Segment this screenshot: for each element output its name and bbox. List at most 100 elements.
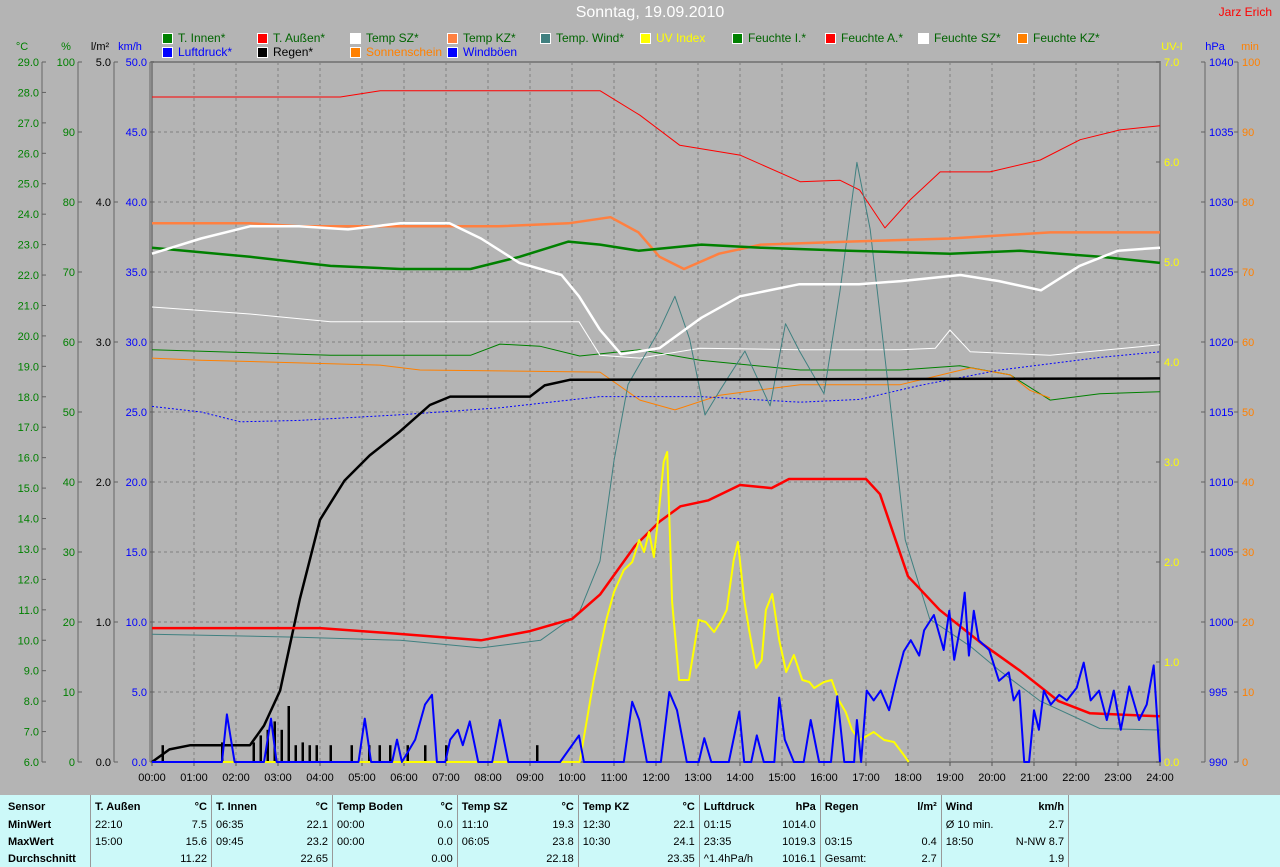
axis-tick-label: 9.0 [24, 666, 39, 678]
legend-swatch [1017, 32, 1028, 44]
legend-swatch [918, 32, 929, 44]
stats-cell: 06:05 [461, 835, 490, 848]
axis-tick-label: 6.0 [24, 757, 39, 769]
stats-cell: 18:50 [945, 835, 974, 848]
series-feuchte-a [152, 90, 1161, 229]
legend-item: Feuchte KZ* [1017, 31, 1100, 45]
axis-tick-label: 13.0 [18, 544, 39, 556]
axis-tick-label: 4.0 [96, 197, 111, 209]
stats-cell: 10:30 [582, 835, 611, 848]
axis-tick-label: 100 [57, 57, 75, 69]
stats-value: 22.1 [282, 816, 333, 833]
stats-value: °C [282, 795, 333, 816]
axis-tick-label: 40 [63, 477, 75, 489]
legend-item: Feuchte I.* [732, 31, 806, 45]
stats-cell: T. Außen [95, 800, 141, 813]
stats-cell [457, 850, 528, 867]
series-regen [151, 377, 1161, 764]
axis-tick-label: 0.0 [96, 757, 111, 769]
axis-title-kmh: km/h [118, 41, 142, 53]
stats-cell: T. Innen [216, 800, 257, 813]
legend-label: UV Index [656, 31, 706, 45]
rain-bar [280, 729, 283, 762]
stats-header-row: Sensor T. Außen °C T. Innen °C Temp Boden °C Te… [0, 795, 1070, 816]
stats-row-label: Sensor [0, 795, 91, 816]
rain-bar [252, 742, 255, 762]
axis-tick-label: 7.0 [24, 727, 39, 739]
stats-value: 24.1 [648, 833, 700, 850]
stats-value: 0.4 [890, 833, 942, 850]
axis-tick-label: 60 [1242, 337, 1254, 349]
axis-tick-label: 25.0 [18, 179, 39, 191]
axis-tick-label: 1010 [1209, 477, 1233, 489]
rain-bar [424, 745, 427, 762]
axis-tick-label: 1005 [1209, 547, 1233, 559]
legend-label: Windböen [463, 45, 518, 59]
axis-title-uv: UV-I [1161, 41, 1182, 53]
axis-tick-label: 30 [1242, 547, 1254, 559]
legend-label: Feuchte I.* [748, 31, 807, 45]
legend-swatch [162, 46, 173, 58]
stats-row-label: Durchschnitt [0, 850, 91, 867]
stats-value: 0.0 [406, 816, 458, 833]
axis-tick-label: 5.0 [1164, 257, 1179, 269]
stats-cell: Wind [945, 800, 973, 813]
rain-bar [536, 745, 539, 762]
stats-cell: Luftdruck [703, 800, 755, 813]
axis-tick-label: 50.0 [126, 57, 147, 69]
series-luftdruck [151, 351, 1161, 423]
stats-cell: Gesamt: [824, 852, 867, 865]
stats-value: 15.6 [161, 833, 212, 850]
legend-label: Feuchte SZ* [934, 31, 1001, 45]
axis-tick-label: 28.0 [18, 87, 39, 99]
stats-value: hPa [769, 795, 821, 816]
stats-value: 0.0 [406, 833, 458, 850]
axis-tick-label: 17.0 [18, 422, 39, 434]
series-windböen [152, 591, 1161, 763]
axis-tick-label: 11.0 [18, 605, 39, 617]
axis-tick-label: 7.0 [1164, 57, 1179, 69]
x-tick-label: 16:00 [810, 772, 838, 784]
axis-tick-label: 29.0 [18, 57, 39, 69]
x-tick-label: 19:00 [936, 772, 964, 784]
axis-tick-label: 20 [1242, 617, 1254, 629]
rain-bar [378, 745, 381, 762]
stats-cell [212, 850, 283, 867]
stats-value: l/m² [890, 795, 942, 816]
x-tick-label: 14:00 [726, 772, 754, 784]
legend-item: Windböen [447, 45, 517, 59]
stats-cell: 01:15 [703, 818, 732, 831]
x-tick-label: 13:00 [684, 772, 712, 784]
legend-label: Feuchte A.* [841, 31, 904, 45]
stats-value: 19.3 [527, 816, 579, 833]
x-tick-label: 10:00 [558, 772, 586, 784]
stats-value: 22.18 [527, 850, 579, 867]
stats-cell: 11:10 [461, 818, 489, 831]
legend-swatch [447, 46, 458, 58]
legend-item: Temp KZ* [447, 31, 516, 45]
stats-value: 0.00 [406, 850, 458, 867]
legend-swatch [350, 46, 361, 58]
axis-tick-label: 3.0 [96, 337, 111, 349]
axis-tick-label: 10.0 [18, 635, 39, 647]
stats-value: 22.65 [282, 850, 333, 867]
legend-item: Feuchte SZ* [918, 31, 1001, 45]
stats-value: 22.1 [648, 816, 700, 833]
stats-cell: 00:00 [337, 818, 365, 831]
legend-label: T. Außen* [273, 31, 326, 45]
legend-swatch [257, 46, 268, 58]
axis-tick-label: 1035 [1209, 127, 1233, 139]
stats-value: 1019.3 [769, 833, 821, 850]
axis-tick-label: 50 [1242, 407, 1254, 419]
axis-tick-label: 27.0 [18, 118, 39, 130]
legend-item: T. Innen* [162, 31, 225, 45]
series-temp-sz [151, 222, 1161, 356]
stats-value: 2.7 [890, 850, 942, 867]
legend-item: UV Index [640, 31, 705, 45]
stats-cell: 15:00 [95, 835, 123, 848]
legend-swatch [825, 32, 836, 44]
axis-tick-label: 25.0 [126, 407, 147, 419]
stats-cell: Temp Boden [337, 800, 403, 813]
axis-tick-label: 0.0 [1164, 757, 1179, 769]
stats-cell: 22:10 [95, 818, 123, 831]
